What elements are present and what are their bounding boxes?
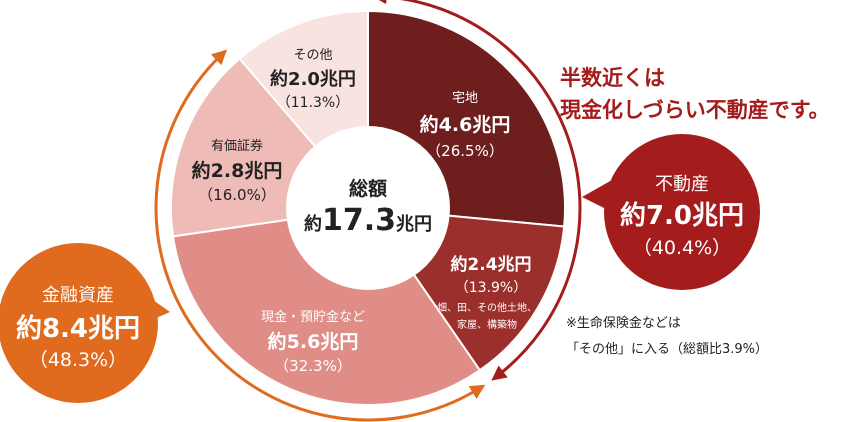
note-line1: ※生命保険金などは xyxy=(566,315,681,331)
center-total: 約17.3兆円 xyxy=(304,203,432,238)
slice-label-securities-percent: （16.0%） xyxy=(198,186,276,204)
group-realestate-amount: 約7.0兆円 xyxy=(620,200,744,231)
slice-label-takuchi-percent: （26.5%） xyxy=(426,142,504,160)
center-label: 総額 xyxy=(349,177,387,200)
slice-label-other-name: その他 xyxy=(293,48,332,63)
realestate-callout-bubble xyxy=(604,134,760,290)
center-value: 17.3 xyxy=(322,203,396,238)
slice-label-land-amount: 約2.4兆円 xyxy=(450,254,531,275)
slice-label-securities-amount: 約2.8兆円 xyxy=(192,159,283,182)
slice-label-land-name2: 家屋、構築物 xyxy=(457,318,517,331)
slice-label-takuchi-amount: 約4.6兆円 xyxy=(420,113,511,136)
slice-label-cash-name: 現金・預貯金など xyxy=(261,309,365,325)
financial-bracket-arrow xyxy=(154,49,486,422)
financial-callout-bubble xyxy=(0,243,158,403)
slice-label-securities-name: 有価証券 xyxy=(211,138,263,154)
slice-label-takuchi-name: 宅地 xyxy=(452,91,478,106)
group-realestate-percent: （40.4%） xyxy=(633,237,731,259)
slice-label-land-percent: （13.9%） xyxy=(455,280,527,296)
slice-label-other-percent: （11.3%） xyxy=(277,95,349,111)
center-prefix: 約 xyxy=(304,213,322,235)
slice-label-cash-percent: （32.3%） xyxy=(274,357,352,375)
headline-line1: 半数近くは xyxy=(560,66,665,90)
group-financial-name: 金融資産 xyxy=(42,285,114,306)
slice-label-land-name: 畑、田、その他土地、 xyxy=(437,301,537,314)
center-unit: 兆円 xyxy=(396,214,432,235)
headline-line2: 現金化しづらい不動産です。 xyxy=(560,98,830,122)
group-financial-percent: （48.3%） xyxy=(29,349,127,371)
slice-label-cash-amount: 約5.6兆円 xyxy=(268,330,359,353)
note-line2: 「その他」に入る（総額比3.9%） xyxy=(566,342,768,357)
group-financial-amount: 約8.4兆円 xyxy=(16,313,140,344)
realestate-bracket-arrow xyxy=(371,0,582,381)
slice-label-other-amount: 約2.0兆円 xyxy=(270,68,356,90)
group-realestate-name: 不動産 xyxy=(655,174,709,195)
